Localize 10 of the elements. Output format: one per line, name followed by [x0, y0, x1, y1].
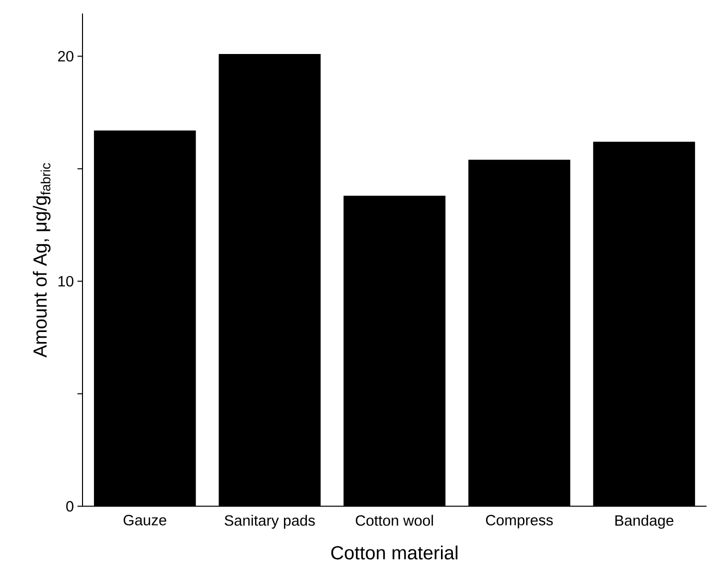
- x-tick-label: Compress: [486, 514, 553, 528]
- x-tick-label: Bandage: [615, 514, 674, 529]
- x-axis-title: Cotton material: [331, 546, 458, 560]
- y-tick-label: 20: [58, 50, 74, 62]
- y-axis-title: Amount of Ag, μg/g$_{fabric}$: [32, 163, 51, 358]
- y-tick-label: 10: [58, 276, 74, 287]
- x-tick-label: Gauze: [124, 514, 166, 526]
- x-tick-label: Cotton wool: [356, 514, 433, 526]
- y-tick-label: 0: [66, 501, 74, 512]
- x-tick-label: Sanitary pads: [224, 514, 315, 529]
